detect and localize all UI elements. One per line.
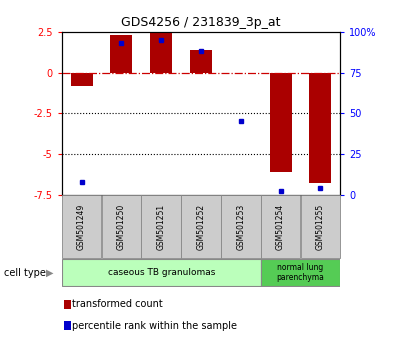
FancyBboxPatch shape bbox=[101, 195, 141, 258]
FancyBboxPatch shape bbox=[141, 195, 181, 258]
FancyBboxPatch shape bbox=[261, 259, 340, 286]
Text: normal lung
parenchyma: normal lung parenchyma bbox=[277, 263, 324, 282]
Text: GSM501251: GSM501251 bbox=[157, 204, 166, 250]
Title: GDS4256 / 231839_3p_at: GDS4256 / 231839_3p_at bbox=[121, 16, 281, 29]
Bar bbox=[150, 34, 172, 73]
Text: caseous TB granulomas: caseous TB granulomas bbox=[107, 268, 215, 277]
Bar bbox=[190, 50, 212, 73]
Text: percentile rank within the sample: percentile rank within the sample bbox=[72, 321, 237, 331]
Text: ▶: ▶ bbox=[46, 268, 53, 278]
Text: GSM501250: GSM501250 bbox=[117, 204, 126, 250]
Text: cell type: cell type bbox=[4, 268, 46, 278]
FancyBboxPatch shape bbox=[261, 195, 300, 258]
Text: GSM501249: GSM501249 bbox=[77, 204, 86, 250]
FancyBboxPatch shape bbox=[181, 195, 221, 258]
Text: GSM501252: GSM501252 bbox=[197, 204, 205, 250]
Text: GSM501255: GSM501255 bbox=[316, 204, 325, 250]
FancyBboxPatch shape bbox=[62, 195, 101, 258]
Bar bbox=[310, 73, 332, 183]
Bar bbox=[71, 73, 92, 86]
Text: GSM501254: GSM501254 bbox=[276, 204, 285, 250]
FancyBboxPatch shape bbox=[221, 195, 261, 258]
Bar bbox=[111, 35, 132, 73]
Bar bbox=[270, 73, 291, 172]
FancyBboxPatch shape bbox=[300, 195, 340, 258]
FancyBboxPatch shape bbox=[62, 259, 261, 286]
Text: GSM501253: GSM501253 bbox=[236, 204, 245, 250]
Text: transformed count: transformed count bbox=[72, 299, 162, 309]
